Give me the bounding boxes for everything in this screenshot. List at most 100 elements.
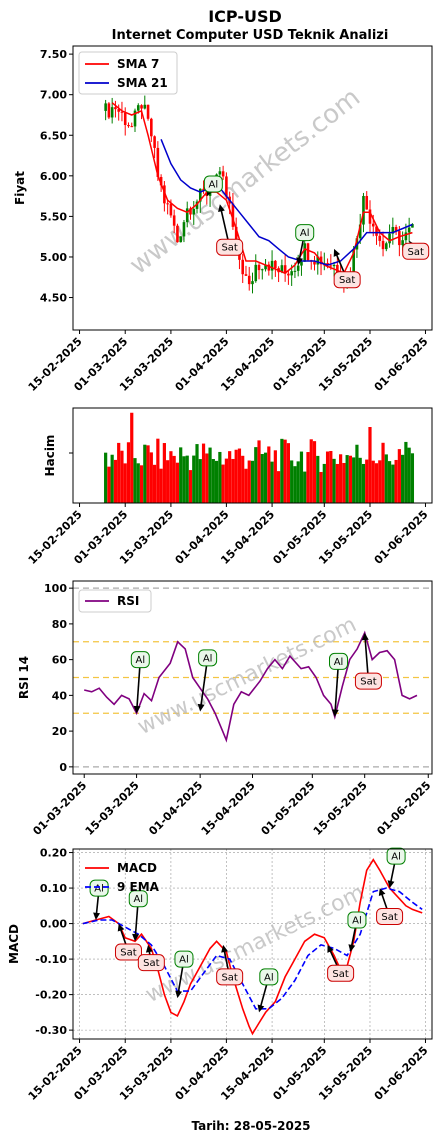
volume-bar bbox=[332, 458, 336, 503]
signal-arrow-head bbox=[93, 912, 101, 921]
volume-bar bbox=[247, 460, 251, 503]
volume-bar bbox=[120, 450, 124, 503]
legend-label: SMA 7 bbox=[117, 57, 159, 71]
sma7-line bbox=[111, 102, 413, 275]
candle-body bbox=[394, 227, 398, 232]
volume-bar bbox=[273, 450, 277, 503]
candle-body bbox=[234, 226, 238, 242]
volume-bar bbox=[110, 454, 114, 503]
buy-signal-box bbox=[89, 879, 109, 897]
sell-signal-label: Sat bbox=[221, 972, 237, 983]
volume-bar bbox=[286, 443, 290, 503]
y-tick-label: 5.50 bbox=[40, 210, 67, 223]
volume-bar bbox=[374, 463, 379, 503]
candle-body bbox=[280, 265, 284, 273]
volume-bar bbox=[293, 466, 297, 503]
candle-body bbox=[110, 107, 114, 118]
volume-bar bbox=[107, 466, 111, 503]
volume-bar bbox=[166, 460, 170, 503]
signal-arrow-head bbox=[145, 944, 153, 953]
volume-bar bbox=[136, 463, 140, 503]
volume-bar bbox=[123, 463, 127, 503]
chart-title: ICP-USD bbox=[208, 7, 282, 26]
buy-signal-box bbox=[259, 968, 279, 986]
volume-panel: 15-02-202501-03-202515-03-202501-04-2025… bbox=[26, 407, 433, 567]
y-tick-label: -0.10 bbox=[35, 953, 67, 966]
volume-bar bbox=[208, 447, 212, 503]
volume-bar bbox=[378, 460, 382, 503]
candle-body bbox=[159, 177, 163, 186]
volume-bar bbox=[133, 458, 137, 503]
volume-bar bbox=[182, 456, 186, 503]
candle-body bbox=[398, 231, 401, 246]
volume-bar bbox=[162, 443, 166, 503]
volume-bar bbox=[218, 451, 222, 503]
signal-arrow-head bbox=[257, 1004, 265, 1013]
candle-body bbox=[306, 243, 310, 261]
plot-frame bbox=[72, 580, 433, 775]
volume-bar bbox=[410, 453, 415, 503]
volume-bar bbox=[322, 463, 326, 503]
volume-bar bbox=[355, 444, 359, 503]
watermark: www.uscmarkets.com bbox=[134, 612, 361, 740]
volume-bar bbox=[358, 457, 362, 503]
sma21-line bbox=[160, 139, 413, 266]
y-tick-label: -0.20 bbox=[35, 989, 67, 1002]
volume-bar bbox=[263, 452, 268, 503]
signal-arrow-head bbox=[132, 933, 140, 942]
sell-signal-label: Sat bbox=[143, 958, 159, 969]
volume-bar bbox=[237, 448, 242, 503]
x-tick-label: 01-04-2025 bbox=[146, 779, 205, 838]
y-tick-label: 40 bbox=[52, 689, 68, 702]
candle-body bbox=[176, 225, 179, 243]
legend-label: 9 EMA bbox=[117, 880, 160, 894]
candle-body bbox=[358, 224, 362, 239]
y-tick-label: 4.50 bbox=[40, 292, 67, 305]
volume-bar bbox=[381, 442, 385, 503]
price-panel: 15-02-202501-03-202515-03-202501-04-2025… bbox=[13, 45, 433, 394]
signal-arrow-head bbox=[175, 990, 183, 999]
volume-bar bbox=[283, 439, 287, 503]
volume-bar bbox=[257, 440, 261, 503]
volume-bar bbox=[391, 464, 395, 503]
candle-body bbox=[130, 126, 134, 128]
signal-arrow-head bbox=[117, 923, 125, 932]
candle-body bbox=[189, 208, 192, 215]
volume-bar bbox=[130, 412, 134, 503]
volume-bar bbox=[241, 455, 245, 503]
candle-body bbox=[296, 265, 300, 271]
sell-signal-label: Sat bbox=[339, 275, 355, 286]
volume-bar bbox=[394, 459, 398, 503]
candle-body bbox=[254, 264, 258, 282]
volume-bar bbox=[126, 442, 131, 503]
x-tick-label: 15-03-2025 bbox=[83, 779, 142, 838]
candle-body bbox=[270, 260, 274, 271]
legend-box bbox=[78, 589, 152, 613]
buy-signal-label: Al bbox=[203, 653, 213, 664]
candle-body bbox=[182, 222, 186, 237]
sell-signal-box bbox=[137, 954, 165, 972]
candle-body bbox=[407, 227, 411, 233]
volume-bar bbox=[234, 449, 238, 503]
volume-bar bbox=[280, 438, 284, 503]
candle-body bbox=[371, 223, 375, 227]
y-tick-label: 5.00 bbox=[40, 251, 67, 264]
candle-body bbox=[411, 224, 414, 228]
candle-body bbox=[221, 171, 225, 177]
x-tick-label: 01-05-2025 bbox=[258, 779, 317, 838]
signal-arrow-head bbox=[387, 880, 395, 889]
x-tick-label: 01-06-2025 bbox=[372, 508, 431, 567]
volume-bar bbox=[139, 465, 144, 503]
candle-body bbox=[404, 232, 408, 241]
volume-bar bbox=[146, 445, 150, 503]
volume-bar bbox=[325, 451, 330, 503]
buy-signal-box bbox=[329, 652, 349, 670]
volume-bar bbox=[159, 468, 163, 503]
x-tick-label: 01-06-2025 bbox=[374, 779, 433, 838]
volume-bar bbox=[342, 462, 346, 503]
volume-bar bbox=[329, 450, 333, 503]
volume-bar bbox=[267, 446, 271, 503]
volume-bar bbox=[368, 427, 372, 503]
candle-body bbox=[117, 109, 120, 112]
buy-signal-box bbox=[386, 847, 406, 865]
